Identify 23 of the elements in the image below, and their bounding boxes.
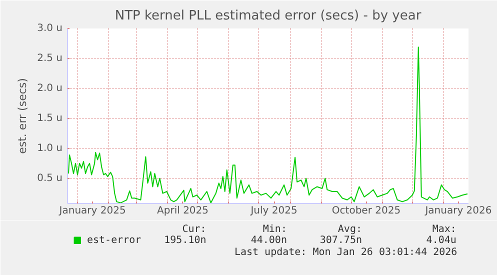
text: Last update: Mon Jan 26 03:01:44 2026 bbox=[234, 247, 458, 258]
text: Max: bbox=[432, 224, 456, 235]
text: Avg: bbox=[338, 224, 362, 235]
x-tick-label: October 2025 bbox=[332, 206, 401, 216]
y-tick-label: 1.0 u bbox=[37, 142, 62, 154]
y-tick-label: 2.5 u bbox=[37, 52, 62, 64]
legend-label: est-error bbox=[87, 234, 142, 246]
y-tick-label: 3.0 u bbox=[37, 23, 62, 34]
text: 4.04u bbox=[426, 235, 456, 246]
x-tick-label: January 2025 bbox=[58, 206, 126, 216]
y-tick-label: 2.0 u bbox=[37, 82, 62, 94]
x-tick-label: January 2026 bbox=[424, 206, 492, 216]
text: Min: bbox=[262, 224, 287, 235]
y-tick-label: 0.5 u bbox=[37, 172, 62, 184]
text: 195.10n bbox=[164, 235, 206, 246]
chart-title: NTP kernel PLL estimated error (secs) - by year bbox=[114, 8, 422, 24]
x-tick-label: April 2025 bbox=[157, 206, 209, 216]
x-tick-label: July 2025 bbox=[250, 206, 298, 216]
y-tick-label: 1.5 u bbox=[37, 112, 62, 124]
y-axis-title: est. err (secs) bbox=[16, 78, 30, 154]
text: Cur: bbox=[182, 224, 206, 235]
text: 44.00n bbox=[250, 235, 287, 246]
text: 307.75n bbox=[320, 235, 362, 246]
